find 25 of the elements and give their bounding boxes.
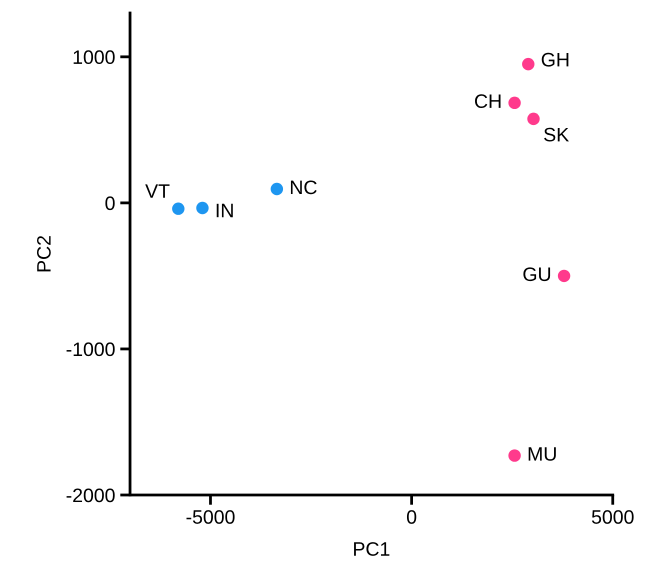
y-axis-title: PC2 bbox=[37, 236, 51, 272]
annotation: SK bbox=[544, 128, 569, 142]
y-tick-label: -2000 bbox=[66, 488, 115, 502]
x-axis-title: PC1 bbox=[354, 542, 390, 556]
annotation: CH bbox=[475, 94, 501, 108]
y-tick-label: 1000 bbox=[74, 50, 115, 64]
y-tick-label: 0 bbox=[105, 196, 115, 210]
annotation: NC bbox=[290, 180, 317, 194]
annotation: IN bbox=[216, 204, 233, 218]
annotation: VT bbox=[145, 184, 170, 198]
point bbox=[527, 112, 540, 126]
point bbox=[172, 202, 185, 215]
point bbox=[196, 202, 209, 214]
annotation: GH bbox=[542, 52, 568, 67]
y-tick-label: -1000 bbox=[66, 342, 115, 356]
annotation: MU bbox=[528, 447, 556, 461]
x-tick-label: 5000 bbox=[592, 510, 634, 524]
point bbox=[508, 449, 521, 462]
point bbox=[558, 270, 570, 282]
point bbox=[508, 96, 521, 110]
x-tick-label: 0 bbox=[406, 510, 416, 524]
point bbox=[522, 58, 534, 70]
annotation: GU bbox=[523, 267, 550, 282]
x-tick-label: -5000 bbox=[186, 510, 235, 524]
point bbox=[270, 182, 284, 196]
